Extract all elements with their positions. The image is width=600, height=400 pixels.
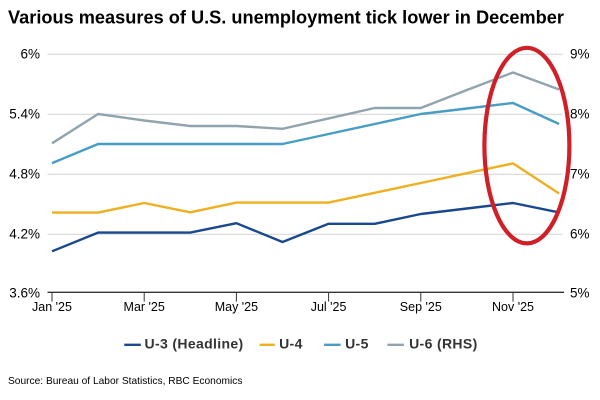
svg-text:Mar '25: Mar '25 <box>124 300 165 314</box>
svg-text:Various measures of U.S. unemp: Various measures of U.S. unemployment ti… <box>8 7 564 27</box>
svg-text:3.6%: 3.6% <box>9 286 40 301</box>
svg-text:7%: 7% <box>570 167 590 182</box>
svg-text:6%: 6% <box>20 47 40 62</box>
svg-text:6%: 6% <box>570 227 590 242</box>
svg-text:4.2%: 4.2% <box>9 227 40 242</box>
svg-text:5%: 5% <box>570 286 590 301</box>
svg-text:Source: Bureau of Labor Statis: Source: Bureau of Labor Statistics, RBC … <box>8 376 242 387</box>
svg-text:Nov '25: Nov '25 <box>492 300 534 314</box>
svg-text:U-6 (RHS): U-6 (RHS) <box>409 336 477 352</box>
svg-text:U-5: U-5 <box>345 336 369 352</box>
svg-text:Sep '25: Sep '25 <box>400 300 442 314</box>
svg-text:May '25: May '25 <box>215 300 258 314</box>
svg-text:Jan '25: Jan '25 <box>32 300 72 314</box>
svg-text:5.4%: 5.4% <box>9 107 40 122</box>
svg-text:4.8%: 4.8% <box>9 167 40 182</box>
svg-text:8%: 8% <box>570 107 590 122</box>
svg-text:Jul '25: Jul '25 <box>311 300 347 314</box>
svg-text:9%: 9% <box>570 47 590 62</box>
svg-text:U-4: U-4 <box>279 336 303 352</box>
svg-text:U-3 (Headline): U-3 (Headline) <box>145 336 244 352</box>
